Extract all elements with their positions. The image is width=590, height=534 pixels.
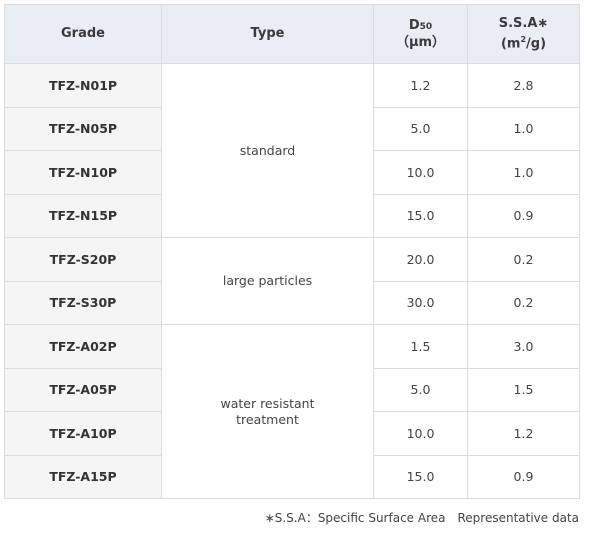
table-row: TFZ-S30P 30.0 0.2 [4, 280, 580, 325]
grade-cell: TFZ-A15P [4, 454, 162, 499]
table-row: TFZ-N10P 10.0 1.0 [4, 150, 580, 195]
table-body: TFZ-N01P standard 1.2 2.8 TFZ-N05P 5.0 1… [4, 63, 580, 499]
table-row: TFZ-A10P 10.0 1.2 [4, 411, 580, 456]
table-row: TFZ-N01P standard 1.2 2.8 [4, 63, 580, 238]
header-d50-label: D50 [374, 18, 467, 35]
table-row: TFZ-A02P water resistant treatment 1.5 3… [4, 324, 580, 499]
ssa-cell: 1.0 [467, 150, 580, 195]
header-d50: D50 （μm） [373, 4, 468, 64]
footnote: ∗S.S.A：Specific Surface Area Representat… [264, 511, 579, 525]
d50-cell: 10.0 [373, 411, 468, 456]
d50-cell: 5.0 [373, 367, 468, 412]
grade-cell: TFZ-N01P [4, 63, 162, 108]
grade-cell: TFZ-S20P [4, 237, 162, 282]
type-cell-water-resistant: water resistant treatment [161, 324, 374, 499]
type-cell-large-particles: large particles [161, 237, 374, 325]
table-row: TFZ-A15P 15.0 0.9 [4, 454, 580, 499]
header-grade: Grade [4, 4, 162, 64]
table-row: TFZ-S20P large particles 20.0 0.2 [4, 237, 580, 325]
header-type: Type [161, 4, 374, 64]
ssa-cell: 0.9 [467, 454, 580, 499]
grade-spec-table: Grade Type D50 （μm） S.S.A∗ (m2/g) TFZ-N0… [4, 4, 580, 499]
d50-cell: 5.0 [373, 106, 468, 151]
header-ssa-unit-pre: (m [500, 36, 521, 52]
d50-cell: 1.2 [373, 63, 468, 108]
d50-cell: 15.0 [373, 193, 468, 238]
header-d50-unit: （μm） [395, 34, 446, 50]
table-row: TFZ-N15P 15.0 0.9 [4, 193, 580, 238]
ssa-cell: 0.9 [467, 193, 580, 238]
header-ssa-label: S.S.A∗ [498, 15, 549, 31]
grade-cell: TFZ-A10P [4, 411, 162, 456]
ssa-cell: 0.2 [467, 237, 580, 282]
d50-cell: 1.5 [373, 324, 468, 369]
header-d50-sub: 50 [419, 21, 433, 32]
grade-cell: TFZ-N10P [4, 150, 162, 195]
table-header: Grade Type D50 （μm） S.S.A∗ (m2/g) [4, 4, 580, 64]
ssa-cell: 2.8 [467, 63, 580, 108]
header-row: Grade Type D50 （μm） S.S.A∗ (m2/g) [4, 4, 580, 64]
header-ssa: S.S.A∗ (m2/g) [467, 4, 580, 64]
grade-cell: TFZ-A02P [4, 324, 162, 369]
d50-cell: 15.0 [373, 454, 468, 499]
table-row: TFZ-A05P 5.0 1.5 [4, 367, 580, 412]
header-ssa-unit-post: /g) [526, 36, 547, 52]
grade-cell: TFZ-S30P [4, 280, 162, 325]
ssa-cell: 0.2 [467, 280, 580, 325]
header-ssa-unit: (m2/g) [468, 32, 579, 52]
header-ssa-unit-sup: 2 [520, 34, 527, 44]
d50-cell: 30.0 [373, 280, 468, 325]
header-d50-main: D [408, 17, 420, 33]
ssa-cell: 1.5 [467, 367, 580, 412]
grade-cell: TFZ-A05P [4, 367, 162, 412]
ssa-cell: 1.2 [467, 411, 580, 456]
type-cell-standard: standard [161, 63, 374, 238]
ssa-cell: 3.0 [467, 324, 580, 369]
ssa-cell: 1.0 [467, 106, 580, 151]
d50-cell: 10.0 [373, 150, 468, 195]
grade-cell: TFZ-N15P [4, 193, 162, 238]
table-row: TFZ-N05P 5.0 1.0 [4, 106, 580, 151]
grade-cell: TFZ-N05P [4, 106, 162, 151]
d50-cell: 20.0 [373, 237, 468, 282]
